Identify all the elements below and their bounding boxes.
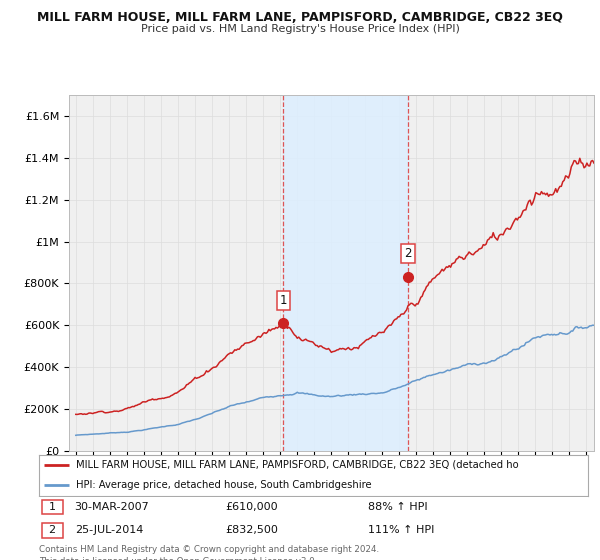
Text: MILL FARM HOUSE, MILL FARM LANE, PAMPISFORD, CAMBRIDGE, CB22 3EQ (detached ho: MILL FARM HOUSE, MILL FARM LANE, PAMPISF… (76, 460, 519, 470)
Text: 1: 1 (49, 502, 56, 512)
Text: 1: 1 (280, 293, 287, 307)
Text: Price paid vs. HM Land Registry's House Price Index (HPI): Price paid vs. HM Land Registry's House … (140, 24, 460, 34)
Text: 25-JUL-2014: 25-JUL-2014 (74, 525, 143, 535)
Text: £610,000: £610,000 (226, 502, 278, 512)
Text: HPI: Average price, detached house, South Cambridgeshire: HPI: Average price, detached house, Sout… (76, 480, 372, 491)
Bar (42, 522, 62, 538)
Text: £832,500: £832,500 (226, 525, 278, 535)
Text: 88% ↑ HPI: 88% ↑ HPI (368, 502, 428, 512)
Text: Contains HM Land Registry data © Crown copyright and database right 2024.
This d: Contains HM Land Registry data © Crown c… (39, 545, 379, 560)
Text: MILL FARM HOUSE, MILL FARM LANE, PAMPISFORD, CAMBRIDGE, CB22 3EQ: MILL FARM HOUSE, MILL FARM LANE, PAMPISF… (37, 11, 563, 24)
Text: 111% ↑ HPI: 111% ↑ HPI (368, 525, 435, 535)
Text: 2: 2 (404, 247, 412, 260)
Bar (42, 500, 62, 515)
Bar (283, 95, 408, 451)
Text: 30-MAR-2007: 30-MAR-2007 (74, 502, 149, 512)
Text: 2: 2 (49, 525, 56, 535)
